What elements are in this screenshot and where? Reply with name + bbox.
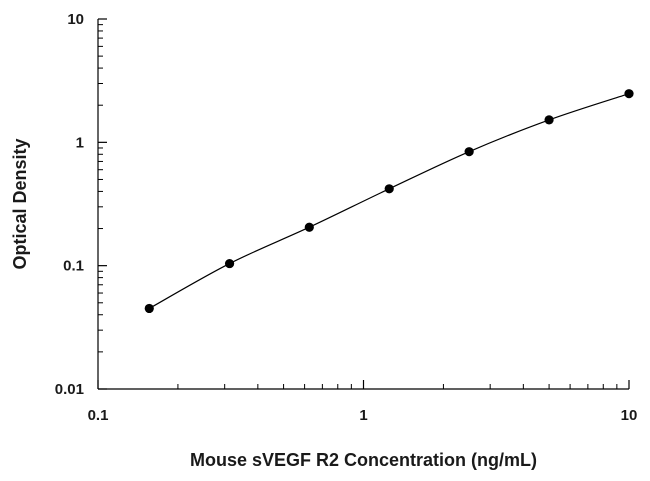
axes <box>97 19 629 390</box>
x-tick-label: 10 <box>621 407 638 424</box>
x-axis-title: Mouse sVEGF R2 Concentration (ng/mL) <box>190 450 537 470</box>
data-point <box>464 147 474 157</box>
x-axis-ticks: 0.1 1 10 <box>88 380 638 424</box>
fit-curve <box>148 93 630 309</box>
x-tick-label: 0.1 <box>88 407 109 424</box>
y-tick-label: 1 <box>76 134 84 151</box>
y-axis-title: Optical Density <box>10 138 30 269</box>
y-tick-label: 0.01 <box>55 381 84 398</box>
data-point <box>544 115 554 125</box>
data-point <box>224 258 235 269</box>
y-axis-ticks: 0.01 0.1 1 10 <box>55 11 107 398</box>
data-point <box>144 303 154 314</box>
data-point <box>384 184 394 194</box>
data-points <box>144 89 634 314</box>
data-point <box>304 222 314 232</box>
x-tick-label: 1 <box>359 407 367 424</box>
y-tick-label: 10 <box>67 11 84 28</box>
y-tick-label: 0.1 <box>63 258 84 275</box>
data-point <box>624 89 634 99</box>
